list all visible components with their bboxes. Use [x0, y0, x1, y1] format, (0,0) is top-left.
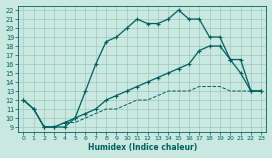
X-axis label: Humidex (Indice chaleur): Humidex (Indice chaleur): [88, 143, 197, 152]
